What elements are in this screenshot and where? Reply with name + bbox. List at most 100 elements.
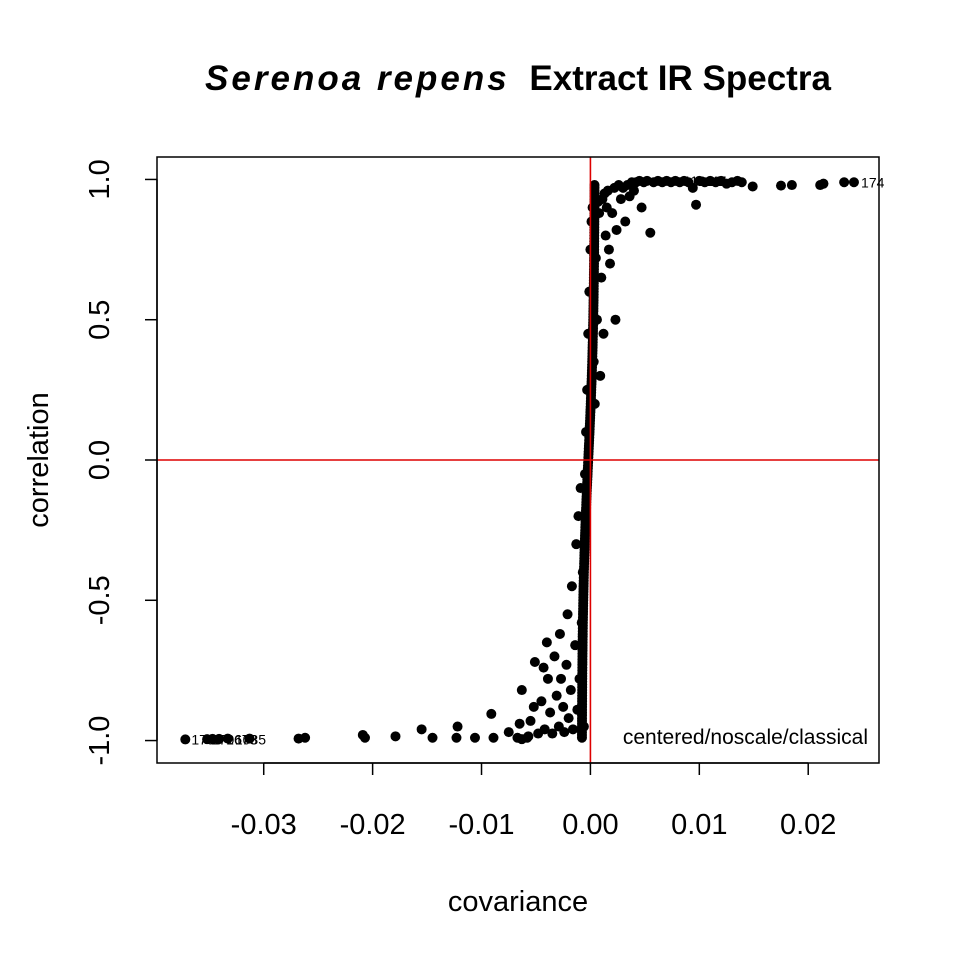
y-tick-label: 1.0 [84, 159, 116, 199]
point-label: 174 [861, 174, 885, 190]
point-label: 11 [707, 173, 722, 189]
data-point [523, 731, 534, 742]
y-tick-label: 0.0 [84, 440, 116, 480]
data-point [570, 640, 581, 651]
y-axis-title: correlation [23, 392, 55, 527]
data-point [786, 180, 797, 191]
point-label: 1678 [226, 731, 257, 747]
data-point [559, 727, 570, 738]
x-tick-label: 0.02 [780, 809, 836, 841]
data-point [222, 733, 233, 744]
data-point [775, 180, 786, 191]
data-point [590, 253, 601, 263]
data-point [488, 732, 499, 743]
point-label: 1122 [684, 173, 714, 189]
data-point [598, 328, 609, 339]
x-tick-label: -0.03 [231, 809, 297, 841]
chart-title-italic: Serenoa repens [205, 59, 510, 98]
data-point [214, 733, 225, 744]
data-point [607, 208, 618, 219]
data-point [536, 696, 547, 707]
data-point [586, 216, 597, 227]
data-point [551, 690, 562, 701]
data-point [566, 581, 577, 592]
data-point [525, 715, 536, 726]
x-tick-label: 0.00 [562, 809, 618, 841]
data-point [556, 673, 567, 684]
data-point [571, 539, 582, 550]
x-axis: -0.03 -0.02 -0.01 0.00 0.01 0.02 [231, 762, 836, 841]
data-point [486, 708, 497, 719]
x-tick-label: 0.01 [671, 809, 727, 841]
point-label: 47 [711, 173, 727, 189]
data-point [595, 370, 606, 381]
x-tick-label: -0.02 [340, 809, 406, 841]
data-point [611, 224, 622, 235]
data-point [747, 181, 758, 192]
data-point [514, 718, 525, 729]
data-point [451, 732, 462, 743]
y-axis: -1.0 -0.5 0.0 0.5 1.0 [84, 159, 158, 766]
data-point [589, 398, 600, 409]
data-point [736, 177, 747, 188]
data-point [687, 182, 698, 193]
data-point [567, 724, 578, 735]
data-point [591, 314, 602, 325]
data-point [818, 178, 829, 189]
data-point [427, 732, 438, 743]
data-point [577, 567, 588, 578]
data-point [620, 216, 631, 227]
data-point [574, 673, 585, 684]
data-point [615, 194, 626, 205]
data-point [545, 707, 556, 718]
data-point [565, 685, 576, 696]
data-point [583, 328, 594, 339]
data-point [691, 199, 702, 210]
data-point [848, 177, 859, 188]
data-point [645, 227, 656, 238]
data-point [563, 713, 574, 724]
data-point [596, 272, 607, 283]
data-point [575, 483, 586, 494]
data-point [558, 701, 569, 712]
method-annotation: centered/noscale/classical [623, 726, 868, 749]
data-point [839, 177, 850, 188]
data-point [578, 721, 589, 732]
data-point [610, 314, 621, 325]
data-point [528, 701, 539, 712]
data-point [554, 628, 565, 639]
data-point [469, 732, 480, 743]
data-point [516, 685, 527, 696]
y-tick-label: 0.5 [84, 300, 116, 340]
data-point [538, 662, 549, 673]
chart-title: Serenoa repens Extract IR Spectra [205, 59, 831, 98]
data-point [244, 733, 255, 744]
data-point [503, 727, 514, 738]
point-label: 1735 [191, 731, 222, 747]
data-point [539, 724, 550, 735]
point-label: 1085 [235, 731, 266, 747]
data-point [579, 469, 590, 480]
data-point [628, 185, 639, 196]
data-point [605, 258, 616, 269]
data-point [576, 617, 587, 628]
data-point [584, 286, 595, 297]
data-point [594, 208, 605, 219]
data-point [549, 651, 560, 662]
data-point [452, 721, 463, 732]
data-point [180, 734, 191, 745]
data-point [573, 511, 584, 522]
data-point [416, 724, 427, 735]
data-point [561, 659, 572, 670]
data-point [581, 426, 592, 437]
data-point [603, 244, 614, 255]
y-tick-label: -1.0 [84, 716, 116, 766]
data-point [636, 202, 647, 213]
data-point [529, 657, 540, 667]
chart-title-rest: Extract IR Spectra [529, 59, 831, 98]
x-axis-title: covariance [448, 886, 588, 918]
data-point [542, 673, 553, 684]
data-point [359, 732, 370, 743]
